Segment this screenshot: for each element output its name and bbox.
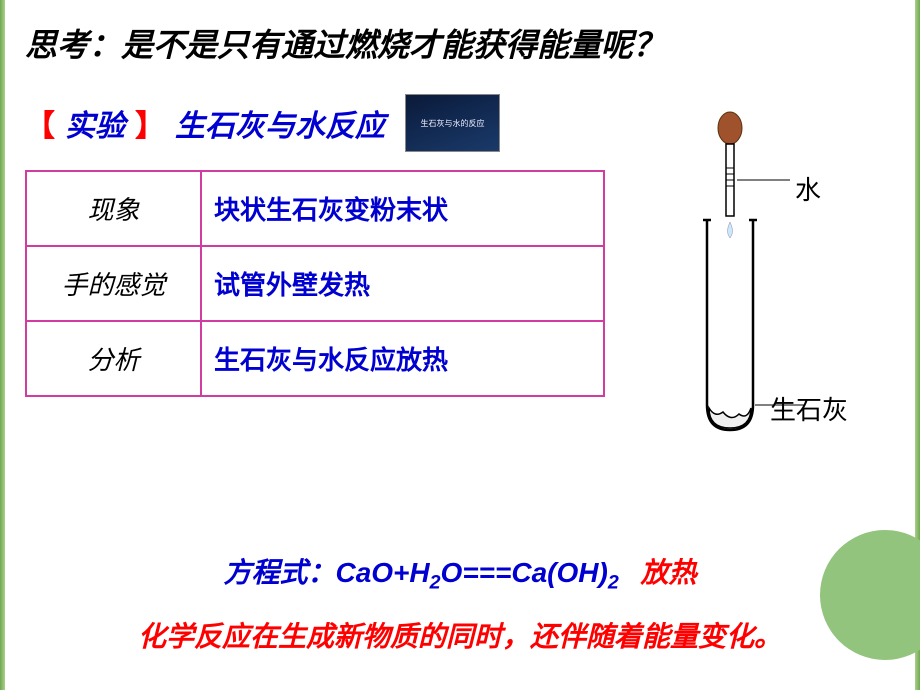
- formula-part: O===Ca(OH): [441, 557, 608, 588]
- slide-content: 思考：是不是只有通过燃烧才能获得能量呢？ 【实验】 生石灰与水反应 生石灰与水的…: [25, 20, 895, 440]
- table-row: 手的感觉 试管外壁发热: [26, 246, 604, 321]
- row-value: 试管外壁发热: [201, 246, 604, 321]
- left-border: [0, 0, 5, 690]
- thumb-caption: 生石灰与水的反应: [421, 118, 485, 129]
- bracket-close: 】: [135, 101, 165, 145]
- experiment-title: 生石灰与水反应: [175, 101, 385, 145]
- conclusion-text: 化学反应在生成新物质的同时，还伴随着能量变化。: [25, 615, 895, 655]
- heat-label: 放热: [641, 557, 697, 588]
- mid-area: 现象 块状生石灰变粉末状 手的感觉 试管外壁发热 分析 生石灰与水反应放热: [25, 170, 895, 440]
- apparatus-diagram: 水 生石灰: [625, 110, 865, 440]
- label-cao: 生石灰: [770, 390, 848, 427]
- bottom-text-block: 方程式：CaO+H2O===Ca(OH)2 放热 化学反应在生成新物质的同时，还…: [25, 551, 895, 655]
- row-value: 生石灰与水反应放热: [201, 321, 604, 396]
- row-label: 手的感觉: [26, 246, 201, 321]
- table-row: 分析 生石灰与水反应放热: [26, 321, 604, 396]
- bracket-open: 【: [25, 101, 55, 145]
- water-drop-icon: [728, 222, 733, 238]
- dropper-bulb: [718, 112, 742, 144]
- formula-sub: 2: [430, 572, 441, 594]
- video-thumbnail[interactable]: 生石灰与水的反应: [405, 94, 500, 152]
- table-row: 现象 块状生石灰变粉末状: [26, 171, 604, 246]
- experiment-label: 实验: [65, 101, 125, 145]
- row-value: 块状生石灰变粉末状: [201, 171, 604, 246]
- question-heading: 思考：是不是只有通过燃烧才能获得能量呢？: [25, 20, 895, 66]
- row-label: 现象: [26, 171, 201, 246]
- equation-prefix: 方程式：: [223, 557, 335, 588]
- formula-sub: 2: [608, 572, 619, 594]
- test-tube: [707, 220, 753, 430]
- formula-part: CaO+H: [335, 557, 429, 588]
- row-label: 分析: [26, 321, 201, 396]
- equation-line: 方程式：CaO+H2O===Ca(OH)2 放热: [25, 551, 895, 595]
- label-water: 水: [795, 170, 821, 207]
- observation-table: 现象 块状生石灰变粉末状 手的感觉 试管外壁发热 分析 生石灰与水反应放热: [25, 170, 605, 397]
